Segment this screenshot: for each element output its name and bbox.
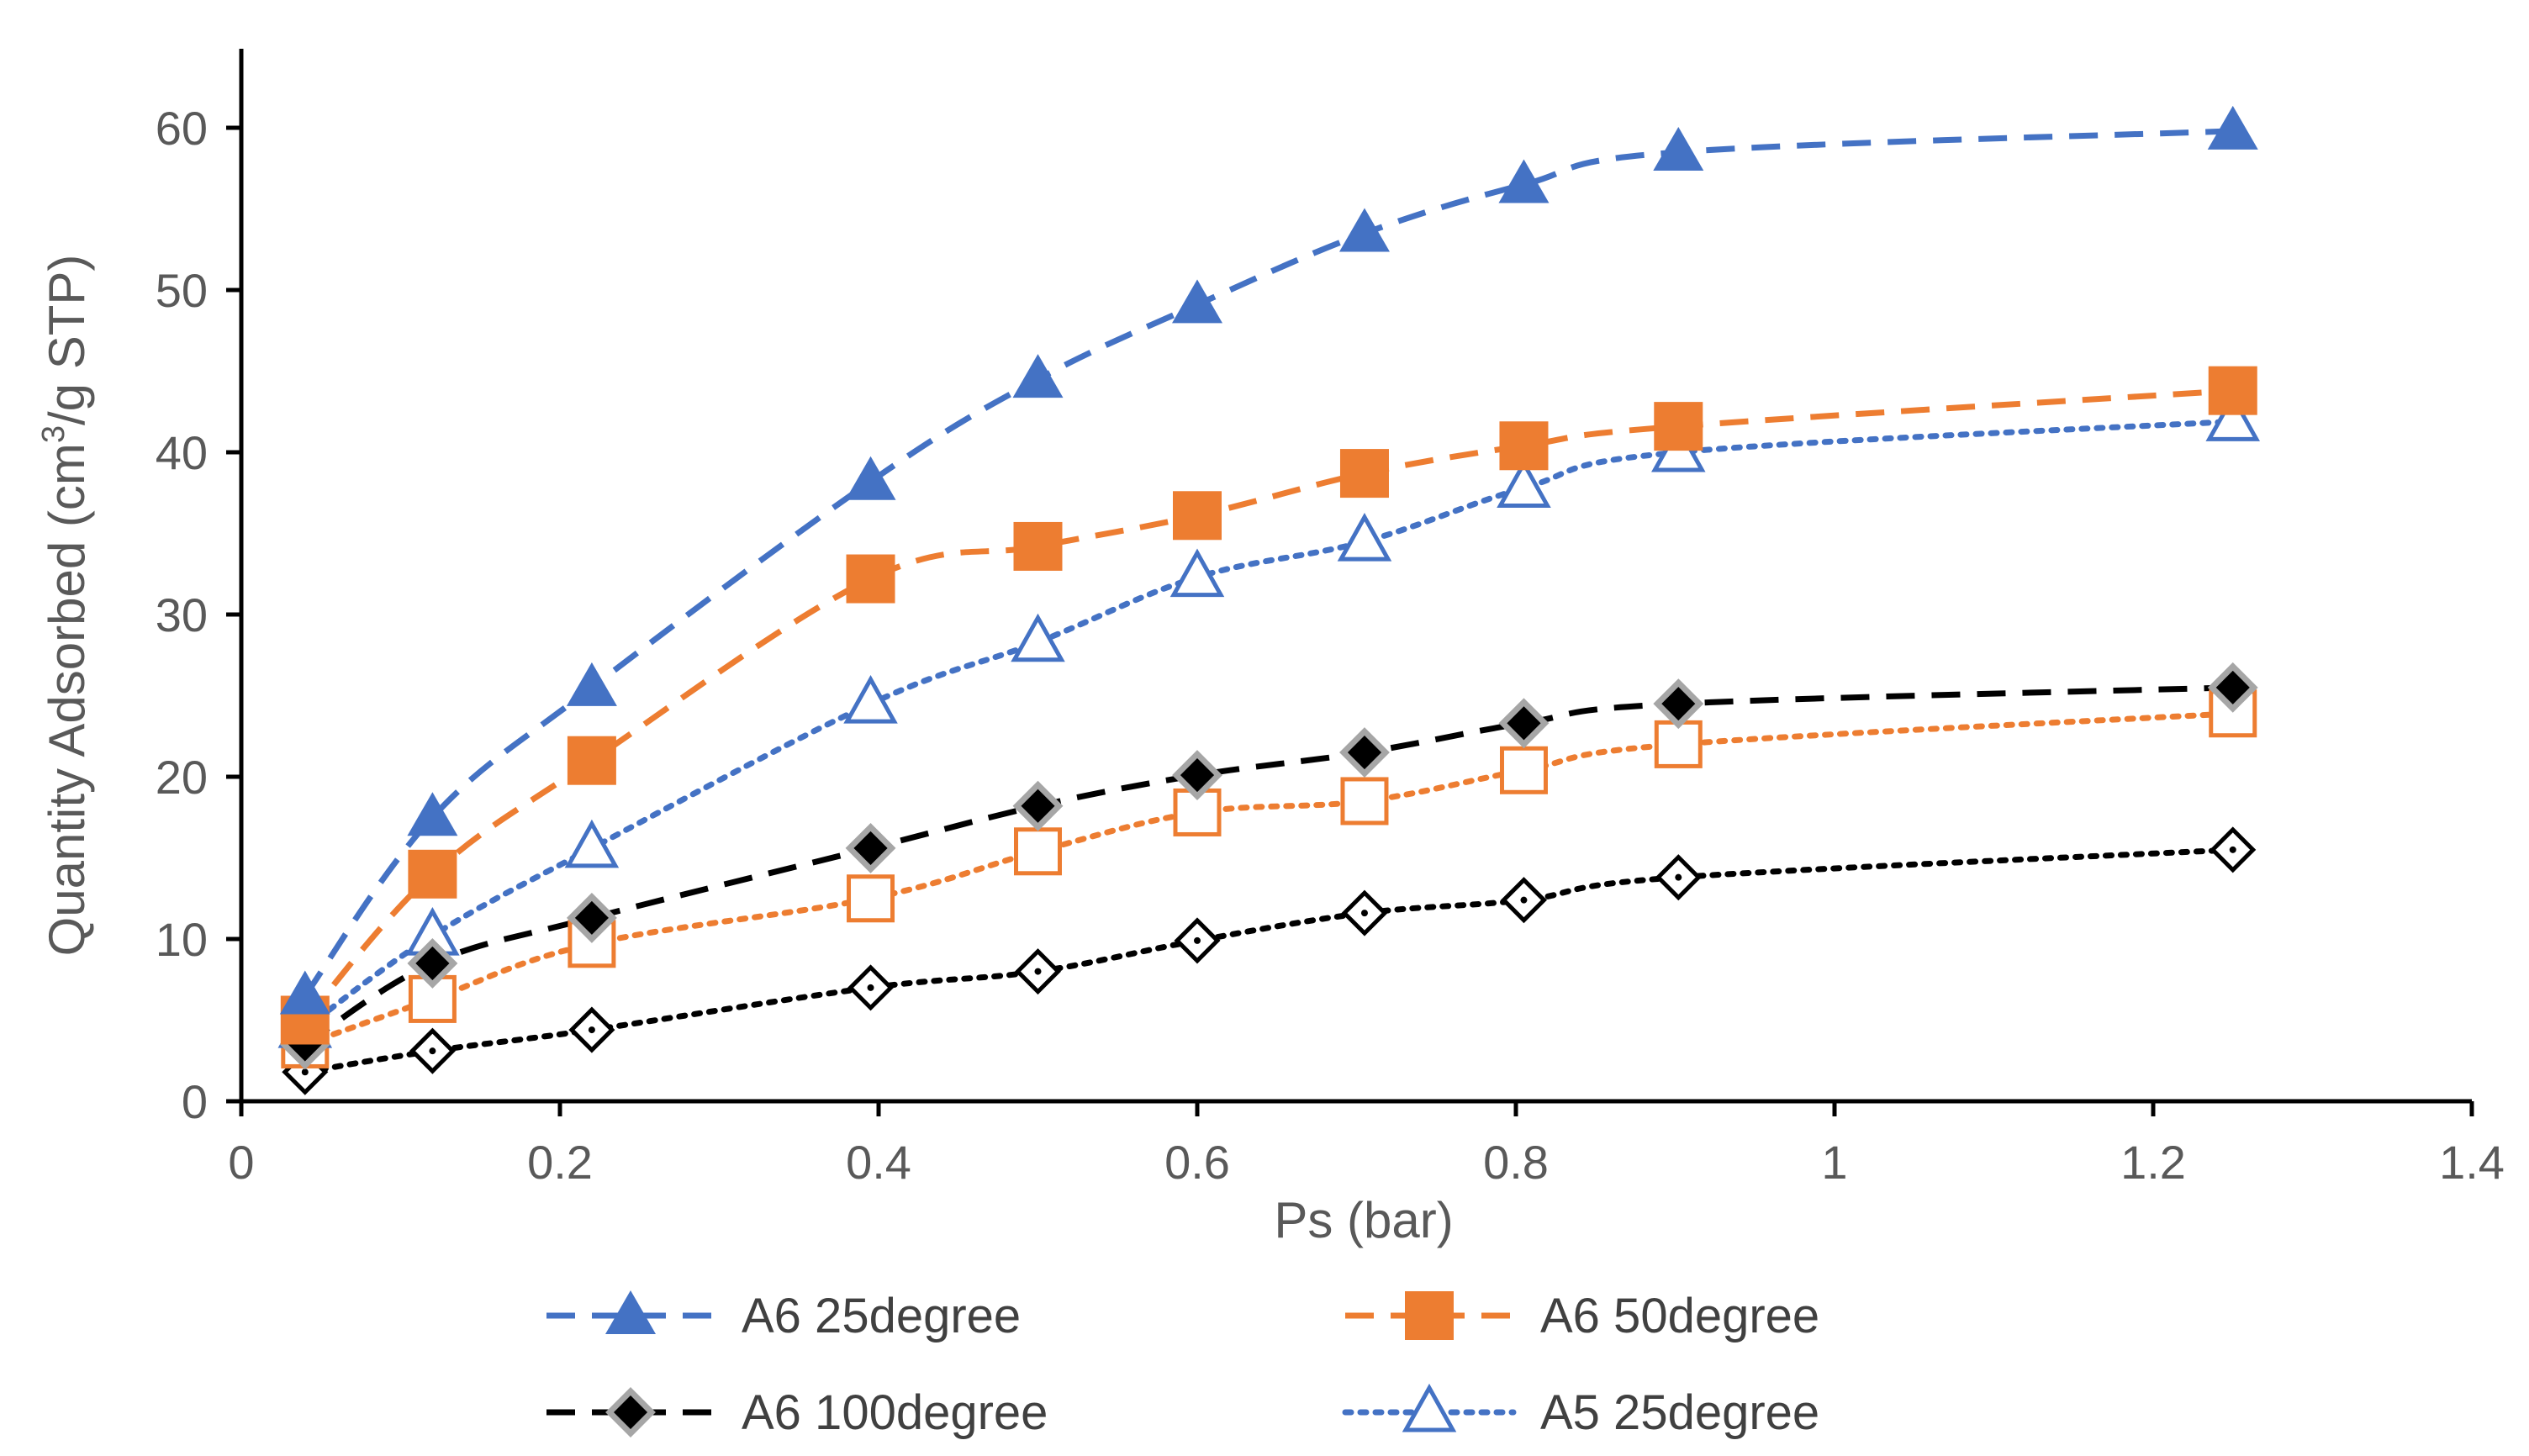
series-4-point-6 xyxy=(1169,548,1225,598)
legend-swatch-marker xyxy=(1402,1383,1457,1432)
series-4-point-4 xyxy=(843,675,898,724)
series-3-point-7 xyxy=(1339,727,1390,778)
legend-swatch-marker xyxy=(605,1387,656,1438)
x-tick-label: 0.6 xyxy=(1164,1136,1230,1189)
y-tick-label: 10 xyxy=(156,913,208,966)
series-2-point-8 xyxy=(1499,421,1549,471)
series-4-point-5 xyxy=(1011,613,1065,662)
series-2-point-4 xyxy=(846,554,895,604)
y-tick-label: 60 xyxy=(156,102,208,155)
series-1-point-10 xyxy=(2207,105,2258,150)
series-1-point-5 xyxy=(1012,354,1064,398)
series-1-point-3 xyxy=(566,662,617,706)
series-2-point-9 xyxy=(1654,402,1703,451)
y-axis-label-superscript: 3 xyxy=(36,425,71,443)
x-tick-label: 1.2 xyxy=(2120,1136,2186,1189)
series-6-point-9 xyxy=(1655,854,1702,901)
series-5-point-4 xyxy=(847,874,895,923)
legend: A6 25degree A6 50degree A6 100degree A5 25d… xyxy=(546,1289,1819,1440)
series-2-point-6 xyxy=(1173,491,1222,541)
legend-label: A6 50degree xyxy=(1540,1289,1819,1343)
x-axis-label: Ps (bar) xyxy=(1274,1192,1453,1248)
series-2-point-2 xyxy=(408,849,457,899)
legend-label: A6 100degree xyxy=(742,1385,1048,1440)
series-3-point-3 xyxy=(566,892,617,943)
y-ticks: 0 10 20 30 40 50 60 xyxy=(156,102,241,1128)
series-5-point-5 xyxy=(1014,827,1062,876)
x-tick-label: 0.2 xyxy=(527,1136,593,1189)
y-axis-label-main: Quantity Adsorbed (cm xyxy=(39,443,95,956)
legend-swatch-marker xyxy=(1405,1291,1454,1340)
series-5-point-7 xyxy=(1340,777,1389,826)
series-3-point-5 xyxy=(1012,780,1064,831)
y-tick-label: 20 xyxy=(156,751,208,804)
x-tick-label: 1 xyxy=(1821,1136,1847,1189)
series-3-point-4 xyxy=(845,822,896,873)
series-6-point-4 xyxy=(847,964,895,1011)
series-6-point-10 xyxy=(2210,826,2257,873)
x-ticks: 0 0.2 0.4 0.6 0.8 1 1.2 1.4 xyxy=(228,1101,2505,1189)
y-tick-label: 40 xyxy=(156,426,208,479)
series-1-point-9 xyxy=(1653,126,1704,171)
series-2-point-7 xyxy=(1339,449,1389,499)
legend-entry-3: A6 100degree xyxy=(546,1385,1048,1440)
x-tick-label: 0.4 xyxy=(846,1136,911,1189)
series-6-point-6 xyxy=(1174,917,1221,964)
axes-layer xyxy=(239,49,2472,1104)
series-3-point-10 xyxy=(2207,662,2258,713)
series-1-point-8 xyxy=(1498,159,1550,203)
y-axis-label-tail: /g STP) xyxy=(39,255,95,425)
series-layer xyxy=(277,105,2261,1095)
series-5-point-8 xyxy=(1499,746,1548,794)
y-axis-label: Quantity Adsorbed (cm3/g STP) xyxy=(36,255,95,957)
y-tick-label: 0 xyxy=(182,1075,208,1128)
series-4-point-3 xyxy=(564,819,620,868)
x-tick-label: 1.4 xyxy=(2439,1136,2505,1189)
series-6-point-7 xyxy=(1341,889,1388,936)
x-tick-label: 0 xyxy=(228,1136,254,1189)
legend-label: A6 25degree xyxy=(742,1289,1021,1343)
series-3-point-9 xyxy=(1653,678,1704,730)
legend-label: A5 25degree xyxy=(1540,1385,1819,1440)
legend-entry-2: A6 50degree xyxy=(1345,1289,1819,1343)
series-3-point-6 xyxy=(1172,750,1222,801)
series-3-point-2 xyxy=(407,938,458,989)
series-3-point-8 xyxy=(1498,698,1550,749)
series-2-point-3 xyxy=(567,736,616,785)
series-6-point-2 xyxy=(409,1027,456,1074)
series-1-point-4 xyxy=(845,456,896,500)
series-6-point-3 xyxy=(568,1006,615,1053)
series-1-point-6 xyxy=(1172,279,1222,324)
legend-entry-1: A6 25degree xyxy=(546,1289,1021,1343)
series-4-point-10 xyxy=(2205,393,2261,441)
series-6-point-8 xyxy=(1500,877,1548,924)
series-6-point-5 xyxy=(1014,948,1062,995)
y-tick-label: 30 xyxy=(156,588,208,641)
series-2-point-5 xyxy=(1013,521,1063,571)
x-tick-label: 0.8 xyxy=(1483,1136,1549,1189)
series-2-point-10 xyxy=(2208,366,2257,415)
legend-entry-4: A5 25degree xyxy=(1342,1383,1819,1440)
legend-swatch-marker xyxy=(605,1290,656,1334)
series-1-point-1 xyxy=(279,970,330,1015)
series-1-point-7 xyxy=(1338,208,1390,252)
series-1-point-2 xyxy=(407,792,458,836)
series-4-point-7 xyxy=(1337,513,1392,562)
series-5-point-9 xyxy=(1654,720,1703,768)
series-4-point-8 xyxy=(1497,459,1551,508)
y-tick-label: 50 xyxy=(156,264,208,317)
